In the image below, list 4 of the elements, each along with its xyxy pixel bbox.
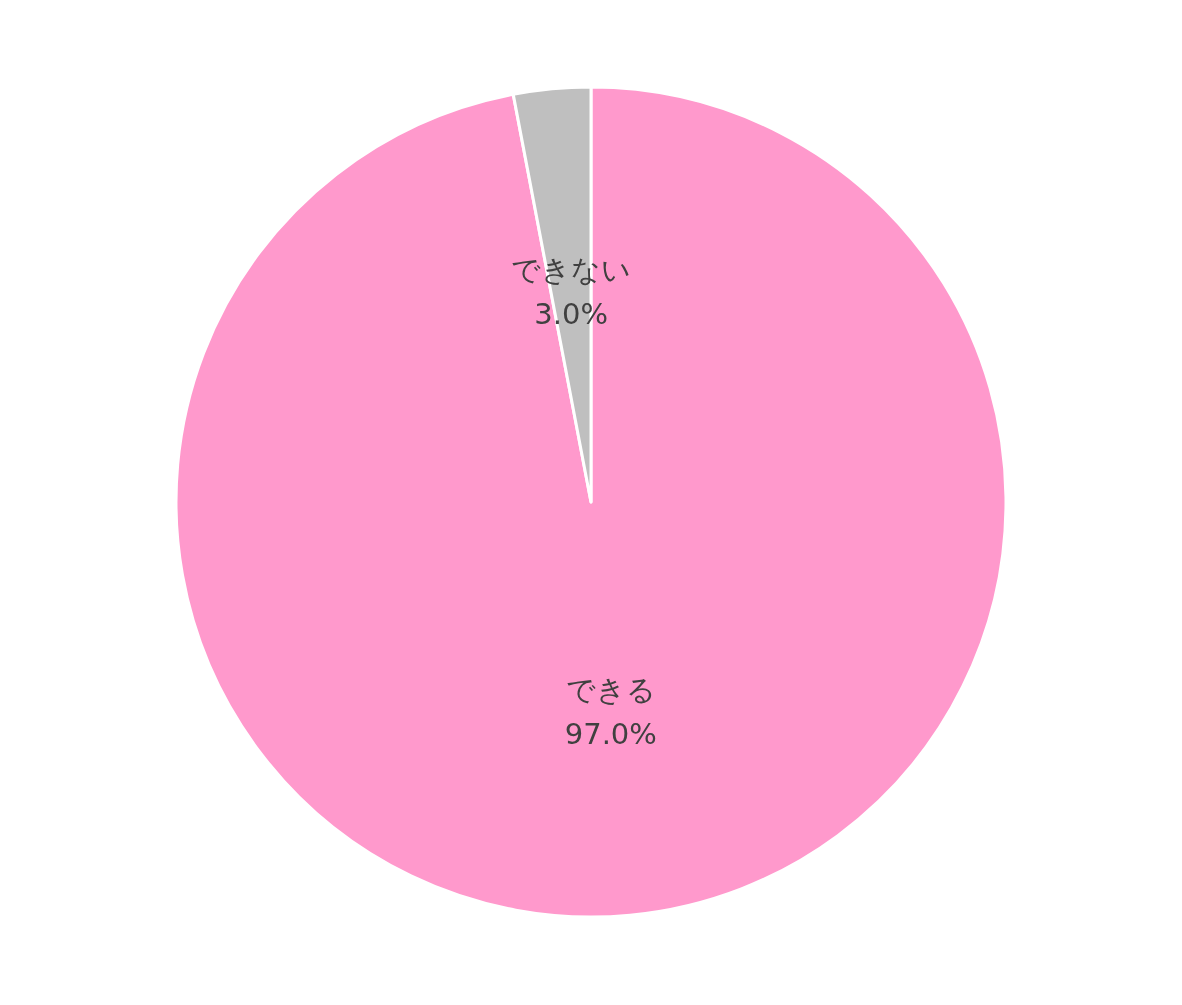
- data-label: 3.0%: [534, 297, 609, 332]
- data-label: 97.0%: [564, 716, 657, 751]
- slice-label: できない: [511, 253, 632, 288]
- slice-label: できる: [565, 672, 656, 707]
